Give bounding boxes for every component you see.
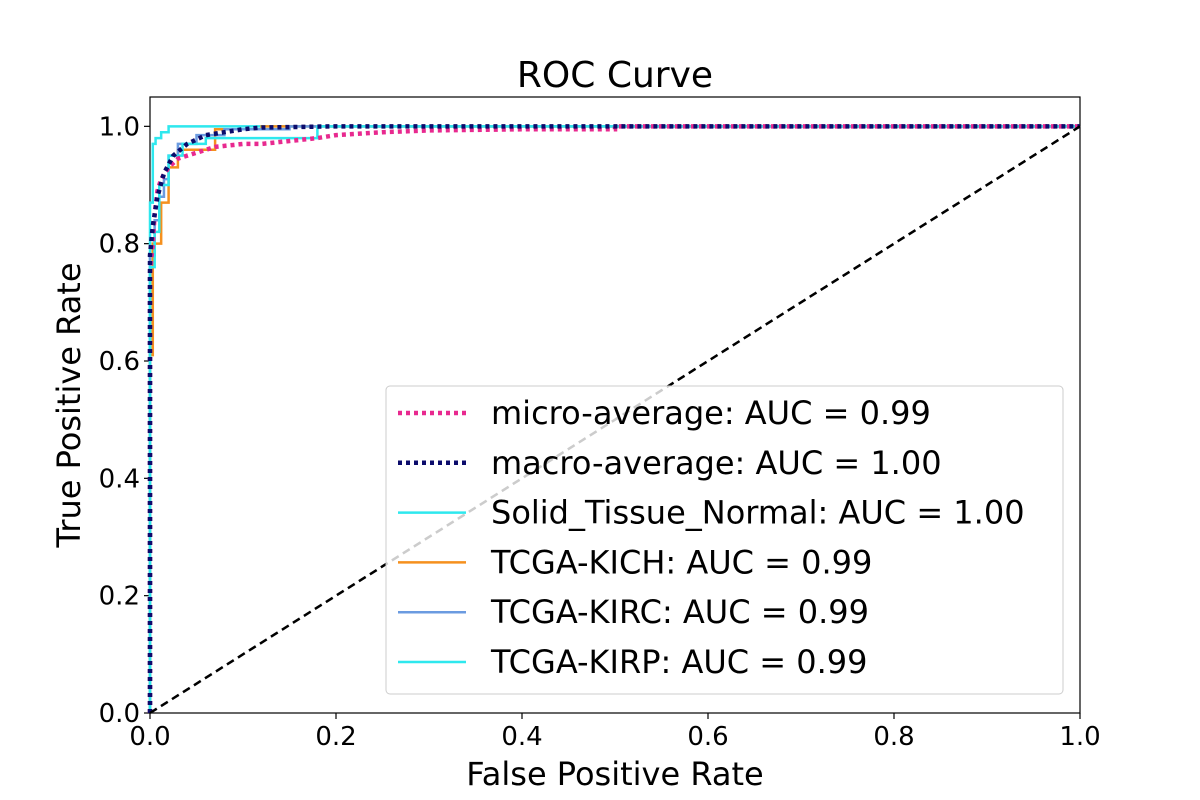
y-tick-label: 1.0 (99, 112, 140, 142)
legend-label-0: micro-average: AUC = 0.99 (491, 394, 931, 432)
x-axis-label: False Positive Rate (466, 755, 763, 793)
legend-label-4: TCGA-KIRC: AUC = 0.99 (490, 593, 869, 631)
legend-label-2: Solid_Tissue_Normal: AUC = 1.00 (491, 494, 1025, 532)
y-tick-label: 0.2 (99, 582, 140, 612)
x-tick-label: 1.0 (1059, 722, 1100, 752)
y-axis-ticks: 0.0 0.2 0.4 0.6 0.8 1.0 (99, 112, 150, 729)
chart-title: ROC Curve (517, 55, 713, 96)
y-tick-label: 0.6 (99, 347, 140, 377)
legend: micro-average: AUC = 0.99 macro-average: … (385, 385, 1064, 695)
legend-label-3: TCGA-KICH: AUC = 0.99 (490, 543, 872, 581)
series-line-1 (147, 124, 1080, 713)
y-tick-label: 0.0 (99, 699, 140, 729)
x-tick-label: 0.2 (315, 722, 356, 752)
x-axis-ticks: 0.0 0.2 0.4 0.6 0.8 1.0 (129, 713, 1101, 752)
x-tick-label: 0.6 (687, 722, 728, 752)
x-tick-label: 0.4 (501, 722, 542, 752)
x-tick-label: 0.8 (873, 722, 914, 752)
legend-box (385, 385, 1064, 695)
x-tick-label: 0.0 (129, 722, 170, 752)
series-line-2 (148, 125, 1080, 713)
plot-lines (147, 124, 1081, 715)
series-line-5 (148, 125, 1080, 713)
legend-label-5: TCGA-KIRP: AUC = 0.99 (490, 643, 868, 681)
y-tick-label: 0.8 (99, 230, 140, 260)
y-tick-label: 0.4 (99, 464, 140, 494)
y-axis-label: True Positive Rate (50, 262, 88, 548)
legend-label-1: macro-average: AUC = 1.00 (491, 444, 942, 482)
